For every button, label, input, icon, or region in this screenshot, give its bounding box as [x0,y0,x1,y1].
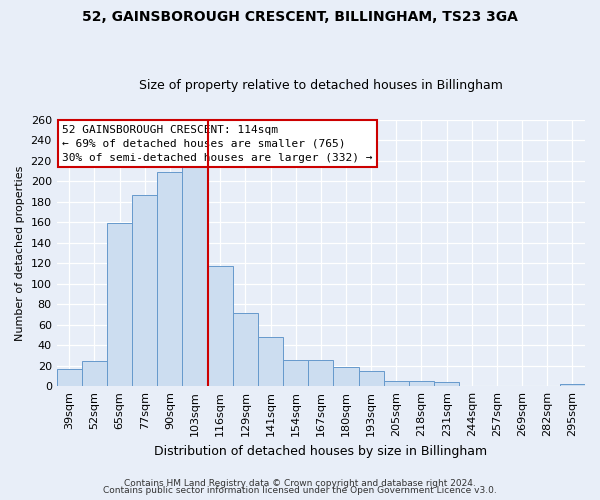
Bar [233,314,258,386]
Bar [182,164,208,386]
Bar [107,223,132,386]
Bar [409,381,434,386]
Bar [157,172,182,386]
Text: Contains public sector information licensed under the Open Government Licence v3: Contains public sector information licen… [103,486,497,495]
Text: 52 GAINSBOROUGH CRESCENT: 114sqm
← 69% of detached houses are smaller (765)
30% : 52 GAINSBOROUGH CRESCENT: 114sqm ← 69% o… [62,125,373,163]
Text: Contains HM Land Registry data © Crown copyright and database right 2024.: Contains HM Land Registry data © Crown c… [124,478,476,488]
Bar [359,371,384,386]
Y-axis label: Number of detached properties: Number of detached properties [15,165,25,340]
Text: 52, GAINSBOROUGH CRESCENT, BILLINGHAM, TS23 3GA: 52, GAINSBOROUGH CRESCENT, BILLINGHAM, T… [82,10,518,24]
Bar [434,382,459,386]
Bar [258,337,283,386]
Bar [132,196,157,386]
Bar [560,384,585,386]
Bar [283,360,308,386]
X-axis label: Distribution of detached houses by size in Billingham: Distribution of detached houses by size … [154,444,487,458]
Bar [208,266,233,386]
Bar [82,360,107,386]
Title: Size of property relative to detached houses in Billingham: Size of property relative to detached ho… [139,79,503,92]
Bar [56,368,82,386]
Bar [384,381,409,386]
Bar [334,366,359,386]
Bar [308,360,334,386]
